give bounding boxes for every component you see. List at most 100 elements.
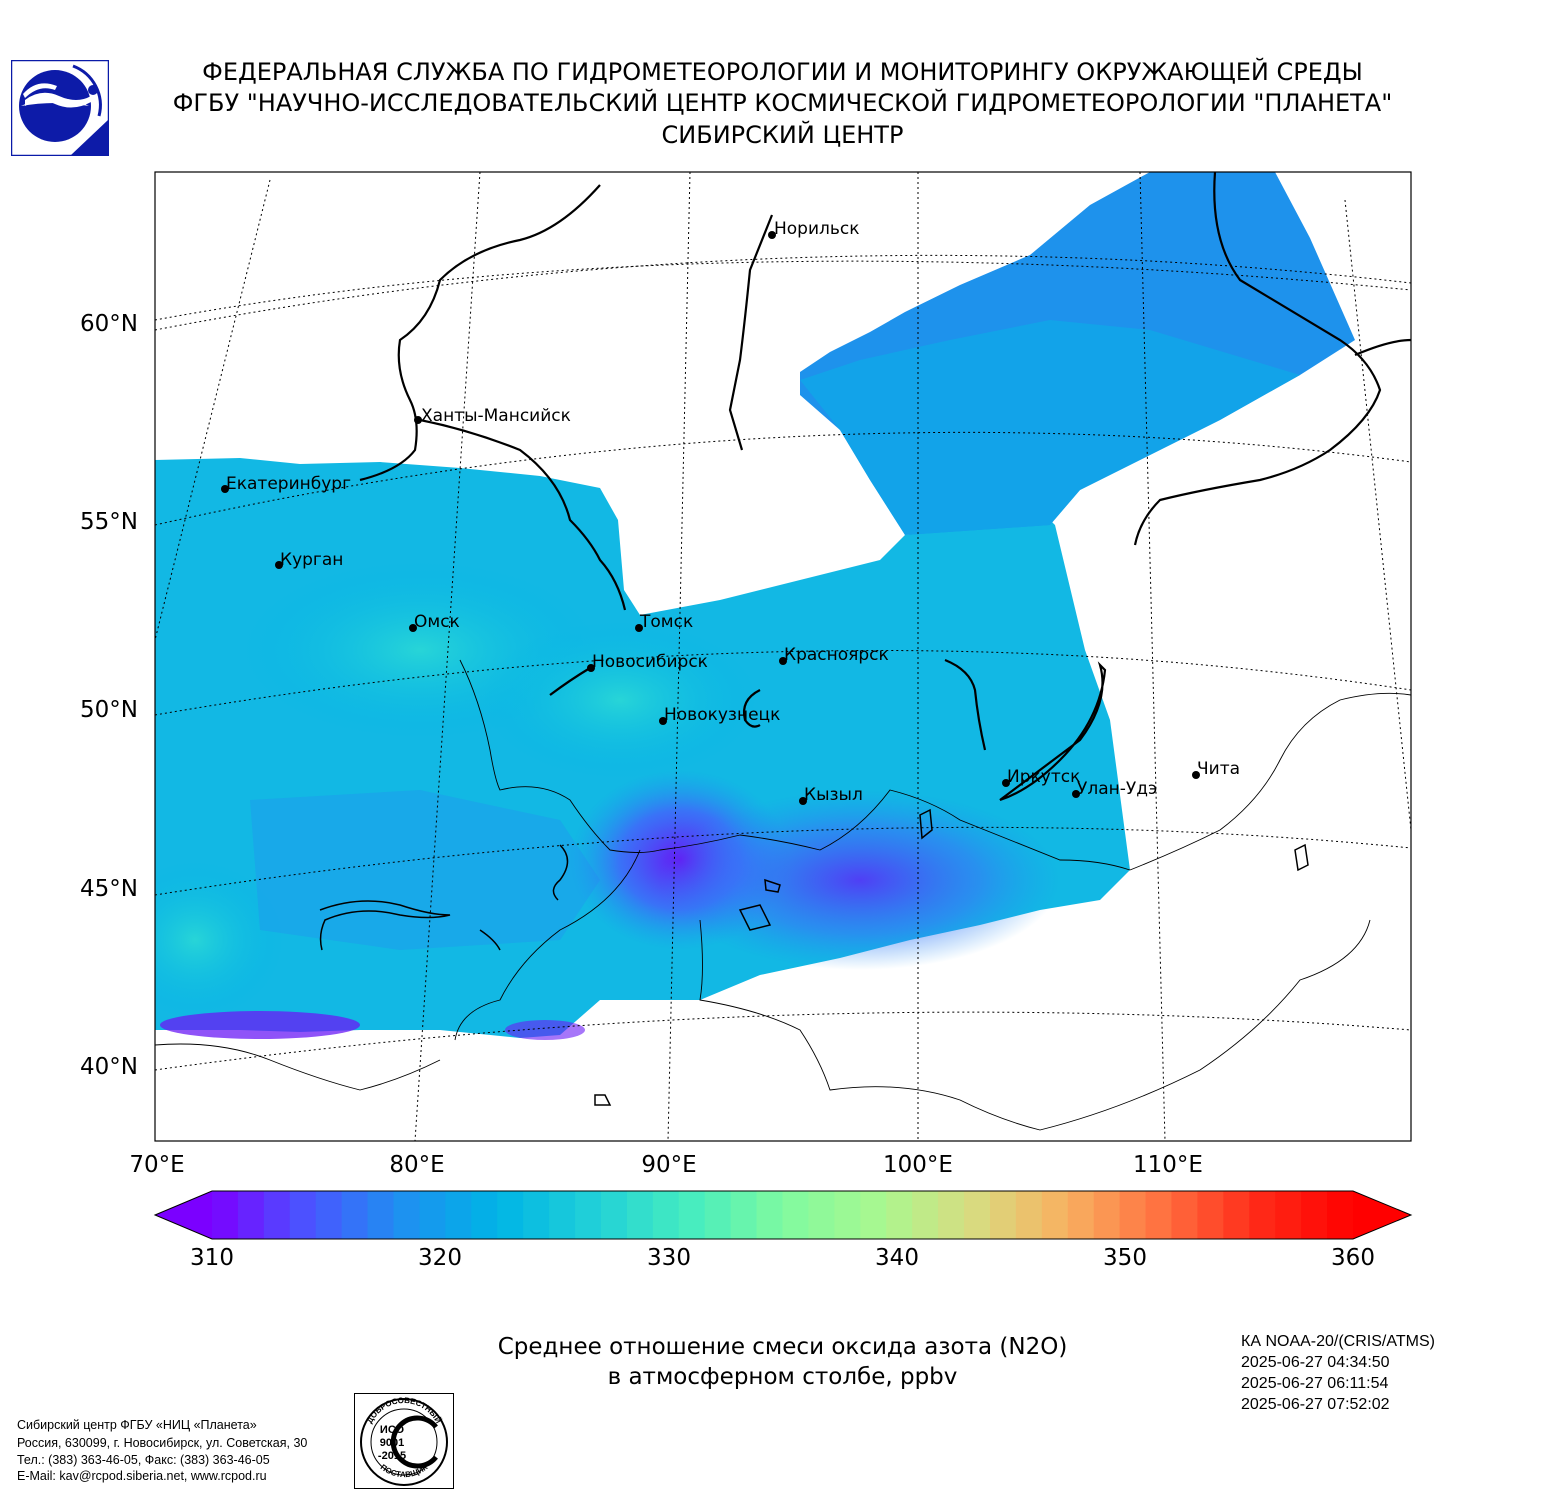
colorbar-extend-high <box>1353 1191 1411 1239</box>
colorbar-segment <box>367 1191 395 1239</box>
colorbar-segment <box>419 1191 446 1239</box>
city-label: Курган <box>280 550 343 570</box>
graticule <box>155 172 1411 1141</box>
colorbar-tick: 350 <box>1103 1245 1147 1271</box>
contact-line: Тел.: (383) 363-46-05, Факс: (383) 363-4… <box>17 1453 270 1467</box>
city-label: Екатеринбург <box>226 474 351 494</box>
city-dot-krasnoyarsk <box>779 657 787 665</box>
colorbar-tick: 330 <box>647 1245 691 1271</box>
city-label: Ханты-Мансийск <box>421 406 571 426</box>
city-label: Омск <box>414 612 460 632</box>
colorbar <box>153 1190 1413 1240</box>
data-field: Норильск Ханты-Мансийск Екатеринбург Кур… <box>155 172 1411 1141</box>
colorbar-segment <box>1275 1191 1302 1239</box>
colorbar-segment <box>289 1191 317 1239</box>
city-label: Новосибирск <box>592 652 708 672</box>
satellite-name: КА NOAA-20/(CRIS/ATMS) <box>1241 1333 1435 1350</box>
pass-time: 2025-06-27 06:11:54 <box>1241 1375 1389 1392</box>
map-frame <box>154 171 1412 1142</box>
colorbar-segment <box>1015 1191 1043 1239</box>
colorbar-segment <box>1067 1191 1095 1239</box>
borders <box>155 659 1411 1131</box>
colorbar-segment <box>860 1191 887 1239</box>
lake-outlines <box>319 808 1309 1106</box>
colorbar-segment <box>1119 1191 1147 1239</box>
lat-label: 40°N <box>80 1054 138 1080</box>
iso-badge-icon: ДОБРОСОВЕСТНЫЙ ПОСТАВЩИК ИСО 9001 -2015 <box>354 1393 454 1489</box>
cyan-area-3 <box>155 860 285 1020</box>
city-label: Норильск <box>774 219 860 239</box>
city-dot-omsk <box>409 624 417 632</box>
colorbar-tick: 360 <box>1331 1245 1375 1271</box>
colorbar-outline <box>153 1190 1413 1240</box>
colorbar-segment <box>1249 1191 1276 1239</box>
colorbar-segment <box>912 1191 939 1239</box>
contact-line: E-Mail: kav@rcpod.siberia.net, www.rcpod… <box>17 1469 267 1483</box>
city-label: Чита <box>1197 759 1240 779</box>
city-dot-kurgan <box>275 561 283 569</box>
city-labels: Норильск Ханты-Мансийск Екатеринбург Кур… <box>226 219 1240 805</box>
header-line-3: СИБИРСКИЙ ЦЕНТР <box>661 121 904 149</box>
colorbar-segment <box>678 1191 706 1239</box>
lon-label: 80°E <box>389 1152 445 1178</box>
colorbar-segment <box>834 1191 861 1239</box>
city-label: Иркутск <box>1007 767 1080 787</box>
city-dot-ulan-ude <box>1072 790 1080 798</box>
city-dot-tomsk <box>635 624 643 632</box>
colorbar-segment <box>263 1191 291 1239</box>
header-line-1: ФЕДЕРАЛЬНАЯ СЛУЖБА ПО ГИДРОМЕТЕОРОЛОГИИ … <box>202 58 1363 86</box>
colorbar-segment <box>445 1191 472 1239</box>
pass-time: 2025-06-27 07:52:02 <box>1241 1396 1390 1413</box>
cyan-area-2 <box>480 620 760 780</box>
city-label: Улан-Удэ <box>1077 779 1157 799</box>
city-dot-ekaterinburg <box>221 485 229 493</box>
city-dot-novokuznetsk <box>659 717 667 725</box>
city-dot-chita <box>1192 771 1200 779</box>
iso-text-1: ИСО <box>380 1424 405 1436</box>
lon-label: 70°E <box>129 1152 185 1178</box>
planeta-logo-icon <box>11 60 109 156</box>
caption-line-1: Среднее отношение смеси оксида азота (N2… <box>497 1334 1068 1360</box>
colorbar-segment <box>1093 1191 1121 1239</box>
colorbar-segment <box>523 1191 550 1239</box>
city-dot-irkutsk <box>1002 779 1010 787</box>
city-dot-novosibirsk <box>587 664 595 672</box>
lat-label: 50°N <box>80 697 138 723</box>
colorbar-segment <box>886 1191 913 1239</box>
lon-label: 90°E <box>641 1152 697 1178</box>
colorbar-segment <box>341 1191 369 1239</box>
rivers <box>359 172 1411 802</box>
colorbar-segment <box>315 1191 343 1239</box>
contact-line: Сибирский центр ФГБУ «НИЦ «Планета» <box>17 1418 257 1432</box>
colorbar-segment <box>1197 1191 1224 1239</box>
lat-label: 45°N <box>80 876 138 902</box>
colorbar-segment <box>938 1191 965 1239</box>
purple-hotspot-2 <box>660 790 1060 970</box>
colorbar-segment <box>782 1191 810 1239</box>
city-dot-khanty-mansiysk <box>414 416 422 424</box>
colorbar-segment <box>989 1191 1017 1239</box>
colorbar-segment <box>1171 1191 1199 1239</box>
city-label: Новокузнецк <box>664 705 780 725</box>
colorbar-segment <box>212 1191 239 1239</box>
colorbar-segment <box>964 1191 991 1239</box>
colorbar-segment <box>756 1191 784 1239</box>
iso-text-3: -2015 <box>378 1450 406 1462</box>
colorbar-segment <box>575 1191 602 1239</box>
lat-label: 55°N <box>80 509 138 535</box>
colorbar-segment <box>652 1191 680 1239</box>
swath-northeast-lower <box>800 320 1300 535</box>
colorbar-segment <box>497 1191 524 1239</box>
colorbar-segment <box>471 1191 498 1239</box>
city-label: Томск <box>639 612 693 632</box>
pass-time: 2025-06-27 04:34:50 <box>1241 1354 1390 1371</box>
colorbar-segment <box>704 1191 732 1239</box>
city-dot-kyzyl <box>799 797 807 805</box>
city-label: Кызыл <box>804 785 863 805</box>
colorbar-segment <box>1145 1191 1173 1239</box>
colorbar-extend-low <box>155 1191 212 1239</box>
colorbar-segment <box>1327 1191 1354 1239</box>
caption-line-2: в атмосферном столбе, ppbv <box>607 1364 958 1390</box>
lon-label: 100°E <box>883 1152 953 1178</box>
